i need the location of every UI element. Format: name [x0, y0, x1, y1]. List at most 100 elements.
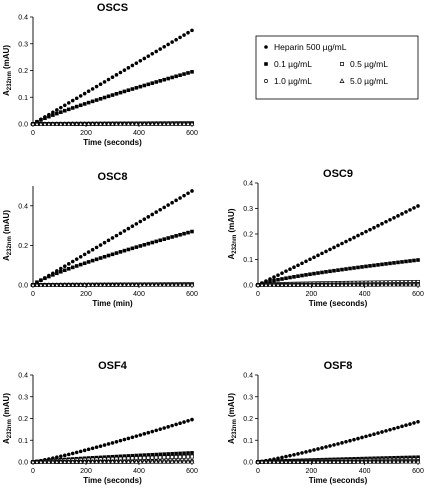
data-point: [308, 449, 312, 453]
data-point: [70, 265, 75, 270]
data-point: [146, 82, 151, 87]
data-point: [312, 255, 316, 260]
y-axis-label-sub: 232nm: [232, 235, 238, 254]
data-point: [82, 282, 88, 287]
data-point: [189, 120, 195, 126]
data-point: [312, 271, 316, 276]
data-point: [276, 273, 280, 277]
data-point: [415, 281, 421, 287]
data-point: [320, 251, 324, 256]
data-point: [169, 281, 175, 287]
data-point: [125, 458, 131, 464]
data-point: [287, 459, 293, 464]
data-point: [63, 103, 67, 108]
data-point: [343, 281, 349, 287]
data-point: [355, 458, 361, 464]
data-point: [166, 203, 170, 207]
data-point: [178, 232, 182, 237]
y-axis-label: A232nm (mAU): [2, 210, 13, 261]
data-point: [54, 121, 60, 126]
data-point: [118, 438, 123, 443]
data-point: [118, 231, 123, 236]
data-point: [388, 217, 392, 222]
data-point: [82, 252, 87, 257]
x-tick-label: 400: [359, 291, 371, 298]
data-point: [267, 459, 273, 464]
data-point: [351, 281, 357, 287]
legend-label: 0.1 µg/mL: [274, 59, 312, 69]
data-point: [59, 266, 63, 271]
data-point: [178, 73, 182, 77]
data-point: [328, 444, 332, 448]
data-point: [74, 257, 79, 261]
data-point: [404, 210, 408, 214]
data-point: [347, 459, 353, 464]
data-point: [371, 281, 377, 287]
data-point: [137, 121, 143, 126]
data-point: [126, 454, 131, 458]
data-point: [324, 270, 328, 274]
data-point: [102, 455, 107, 459]
data-point: [300, 273, 304, 278]
data-point: [58, 121, 64, 126]
data-point: [287, 282, 293, 287]
data-point: [153, 458, 159, 464]
data-point: [110, 282, 115, 287]
data-point: [284, 269, 288, 273]
data-point: [59, 269, 63, 274]
data-point: [400, 260, 404, 264]
data-point: [388, 261, 392, 266]
data-point: [181, 120, 187, 126]
data-point: [39, 118, 43, 122]
data-point: [59, 105, 63, 110]
data-point: [141, 458, 147, 464]
data-point: [371, 458, 377, 464]
data-point: [59, 110, 63, 114]
data-point: [415, 458, 421, 464]
data-point: [138, 219, 143, 224]
data-point: [332, 268, 336, 273]
data-point: [110, 121, 115, 126]
data-point: [380, 430, 384, 434]
data-point: [62, 121, 68, 126]
data-point: [150, 429, 155, 434]
data-point: [98, 256, 103, 260]
data-point: [118, 70, 123, 75]
legend-marker: [340, 62, 344, 66]
y-tick-label: 0.4: [18, 373, 28, 380]
data-point: [110, 93, 115, 97]
chart-title: OSCS: [97, 2, 128, 14]
data-point: [319, 282, 325, 287]
data-point: [142, 453, 147, 457]
chart-title: OSF4: [98, 360, 128, 372]
data-point: [181, 281, 187, 287]
data-point: [399, 281, 405, 287]
data-point: [404, 455, 408, 460]
data-point: [396, 260, 400, 265]
data-point: [185, 281, 191, 287]
data-point: [106, 459, 112, 464]
x-tick-label: 200: [305, 291, 317, 298]
data-point: [186, 71, 190, 75]
data-point: [114, 92, 119, 96]
data-point: [90, 99, 95, 104]
data-point: [102, 80, 107, 84]
data-point: [157, 281, 163, 287]
data-point: [70, 259, 75, 264]
data-point: [165, 281, 171, 287]
data-point: [145, 121, 151, 126]
chart-title: OSC8: [98, 171, 128, 183]
data-point: [182, 193, 186, 198]
chart-title: OSC9: [323, 168, 353, 180]
data-point: [296, 263, 300, 268]
data-point: [94, 84, 99, 89]
data-point: [364, 229, 368, 234]
data-point: [106, 94, 111, 99]
data-point: [82, 121, 88, 126]
data-point: [110, 454, 115, 459]
data-point: [55, 108, 59, 112]
data-point: [356, 436, 360, 441]
data-point: [86, 459, 92, 464]
data-point: [125, 121, 131, 126]
data-point: [134, 434, 139, 438]
